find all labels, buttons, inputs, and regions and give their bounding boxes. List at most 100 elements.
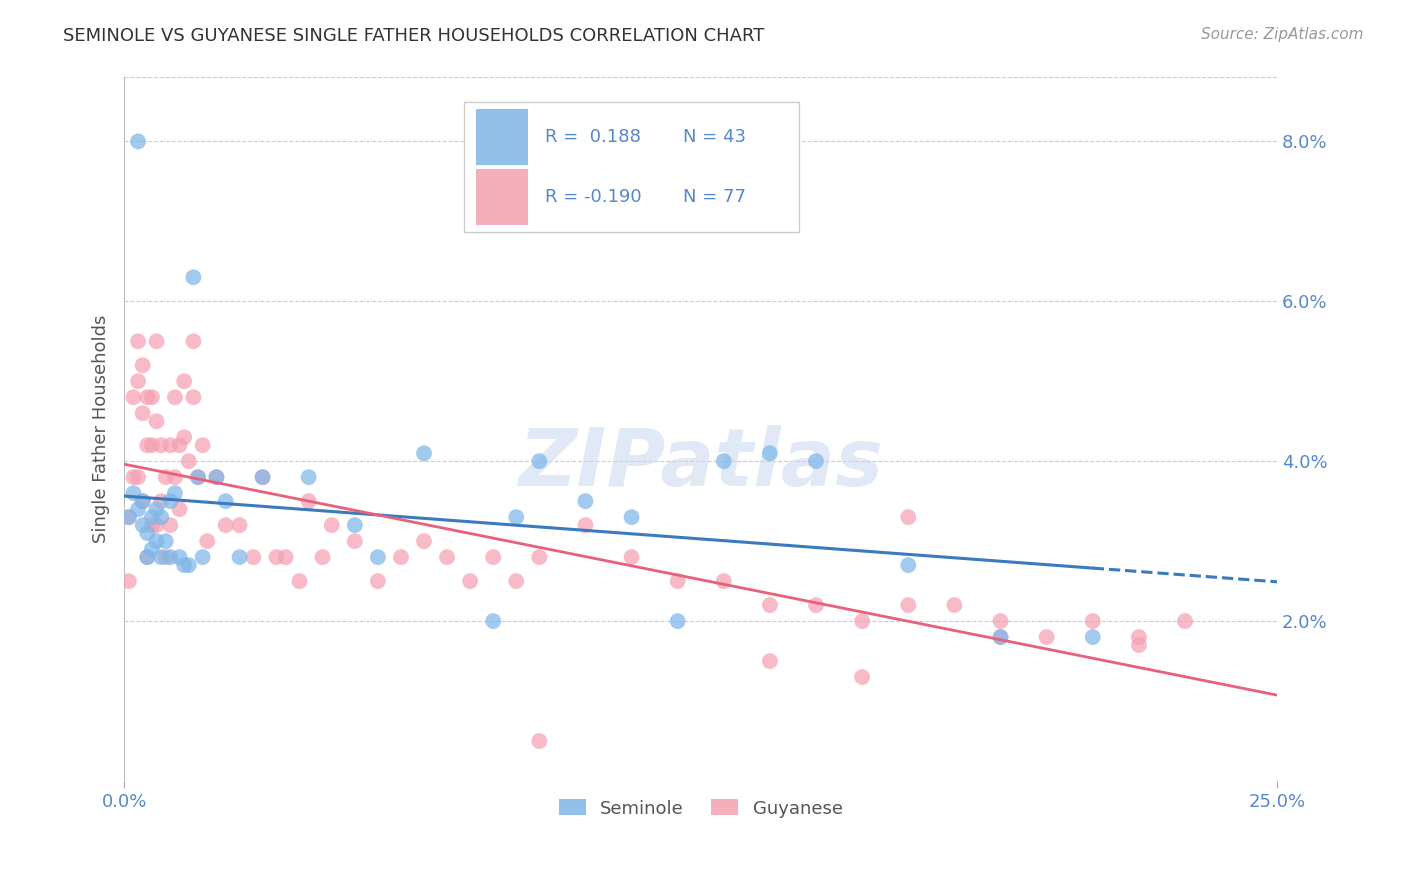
Point bbox=[759, 598, 782, 612]
Point bbox=[242, 550, 264, 565]
Point bbox=[367, 550, 389, 565]
Point bbox=[343, 534, 366, 549]
Point bbox=[127, 374, 149, 388]
Point bbox=[311, 550, 333, 565]
Point bbox=[127, 502, 149, 516]
Point bbox=[574, 494, 596, 508]
Point bbox=[620, 550, 643, 565]
Text: Source: ZipAtlas.com: Source: ZipAtlas.com bbox=[1201, 27, 1364, 42]
Point bbox=[897, 558, 920, 573]
Point bbox=[505, 574, 527, 588]
Point bbox=[183, 390, 205, 404]
Point bbox=[173, 374, 195, 388]
Point bbox=[177, 558, 200, 573]
Point bbox=[136, 550, 159, 565]
Point bbox=[759, 446, 782, 460]
Point bbox=[136, 550, 159, 565]
Point bbox=[205, 470, 228, 484]
Point bbox=[620, 510, 643, 524]
Point bbox=[127, 334, 149, 349]
Point bbox=[136, 526, 159, 541]
Point bbox=[574, 518, 596, 533]
Point bbox=[127, 135, 149, 149]
Point bbox=[1128, 630, 1150, 644]
Point bbox=[141, 542, 163, 557]
Point bbox=[321, 518, 343, 533]
Point bbox=[163, 390, 186, 404]
Point bbox=[131, 406, 153, 420]
Point bbox=[150, 510, 173, 524]
Point bbox=[252, 470, 274, 484]
Point bbox=[389, 550, 412, 565]
Point bbox=[990, 630, 1012, 644]
Point bbox=[713, 574, 735, 588]
Point bbox=[187, 470, 209, 484]
Point bbox=[205, 470, 228, 484]
Point bbox=[159, 550, 181, 565]
Point bbox=[150, 438, 173, 452]
Point bbox=[228, 518, 250, 533]
Point bbox=[183, 270, 205, 285]
Point bbox=[183, 334, 205, 349]
Text: N = 77: N = 77 bbox=[683, 188, 747, 206]
Point bbox=[505, 510, 527, 524]
Point bbox=[367, 574, 389, 588]
Point bbox=[169, 438, 191, 452]
Point bbox=[122, 470, 145, 484]
Point bbox=[118, 510, 141, 524]
Point bbox=[131, 358, 153, 372]
Point bbox=[298, 494, 321, 508]
Point bbox=[529, 454, 551, 468]
Point bbox=[136, 390, 159, 404]
Point bbox=[851, 670, 873, 684]
Point bbox=[713, 454, 735, 468]
Point bbox=[274, 550, 297, 565]
Point bbox=[122, 390, 145, 404]
Text: R =  0.188: R = 0.188 bbox=[546, 128, 641, 146]
Point bbox=[122, 486, 145, 500]
Point bbox=[163, 470, 186, 484]
Point bbox=[482, 550, 505, 565]
Text: SEMINOLE VS GUYANESE SINGLE FATHER HOUSEHOLDS CORRELATION CHART: SEMINOLE VS GUYANESE SINGLE FATHER HOUSE… bbox=[63, 27, 765, 45]
Point bbox=[804, 454, 827, 468]
Legend: Seminole, Guyanese: Seminole, Guyanese bbox=[551, 792, 849, 825]
Text: N = 43: N = 43 bbox=[683, 128, 747, 146]
Point bbox=[118, 510, 141, 524]
Point bbox=[136, 438, 159, 452]
Point bbox=[173, 430, 195, 444]
Point bbox=[127, 470, 149, 484]
Point bbox=[195, 534, 218, 549]
Point bbox=[252, 470, 274, 484]
Point bbox=[298, 470, 321, 484]
Point bbox=[529, 734, 551, 748]
Point bbox=[1081, 614, 1104, 628]
Point bbox=[482, 614, 505, 628]
Point bbox=[288, 574, 311, 588]
Point bbox=[343, 518, 366, 533]
Point bbox=[943, 598, 966, 612]
Point bbox=[118, 574, 141, 588]
Point bbox=[145, 518, 167, 533]
Point bbox=[145, 534, 167, 549]
Point bbox=[1035, 630, 1057, 644]
Point bbox=[191, 438, 214, 452]
Point bbox=[150, 550, 173, 565]
Point bbox=[131, 518, 153, 533]
Point bbox=[529, 550, 551, 565]
FancyBboxPatch shape bbox=[464, 102, 799, 232]
Point bbox=[145, 334, 167, 349]
Point bbox=[215, 518, 238, 533]
Point bbox=[145, 414, 167, 428]
FancyBboxPatch shape bbox=[475, 169, 527, 225]
Point bbox=[804, 598, 827, 612]
Point bbox=[169, 502, 191, 516]
Point bbox=[1128, 638, 1150, 652]
Point bbox=[413, 534, 436, 549]
Point bbox=[191, 550, 214, 565]
Point bbox=[159, 494, 181, 508]
Point bbox=[163, 486, 186, 500]
Point bbox=[177, 454, 200, 468]
Point bbox=[131, 494, 153, 508]
Point bbox=[155, 534, 177, 549]
Point bbox=[458, 574, 481, 588]
